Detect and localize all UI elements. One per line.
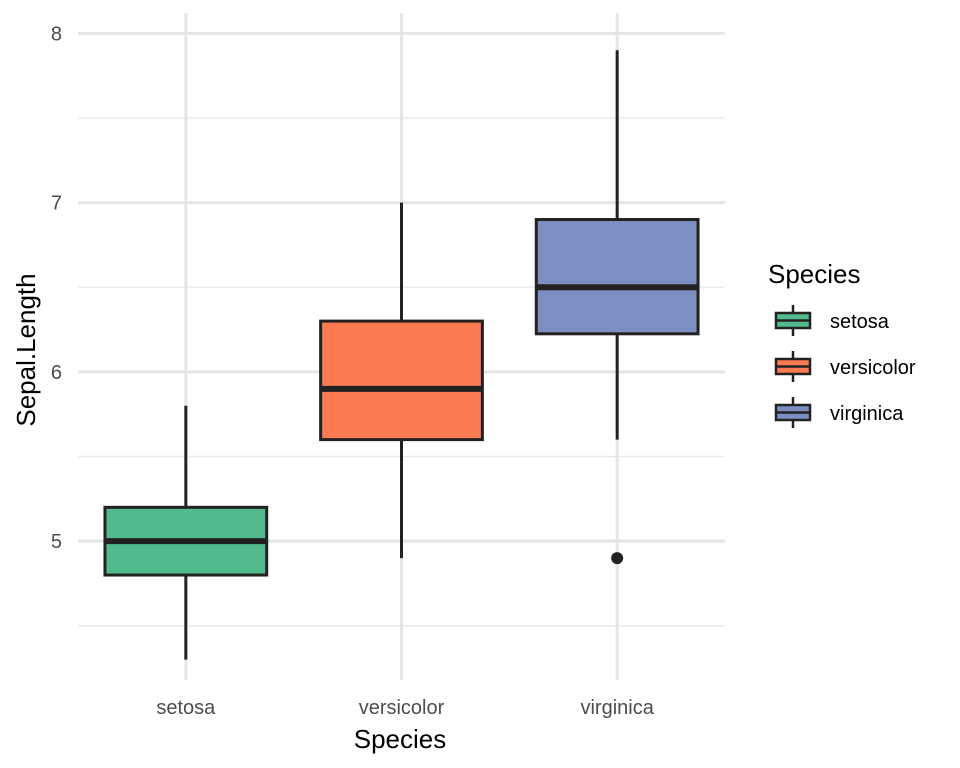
x-tick-label: versicolor (359, 697, 445, 719)
x-axis-title: Species (354, 724, 447, 754)
x-tick-label: setosa (156, 697, 216, 719)
y-tick-label: 6 (51, 362, 62, 384)
outlier-point (611, 552, 624, 565)
box-virginica (534, 50, 700, 565)
y-tick-label: 7 (51, 193, 62, 215)
boxes (103, 50, 700, 660)
box-setosa (103, 405, 269, 660)
legend-item-virginica: virginica (774, 397, 904, 428)
legend-label: setosa (830, 311, 890, 333)
legend-item-setosa: setosa (774, 305, 890, 336)
y-axis-ticks: 5 6 7 8 (51, 23, 62, 553)
legend-item-versicolor: versicolor (774, 351, 916, 382)
y-tick-label: 8 (51, 23, 62, 45)
box-body (534, 218, 700, 336)
box-body (319, 319, 484, 442)
legend-label: virginica (830, 403, 904, 425)
x-axis-ticks: setosa versicolor virginica (156, 697, 654, 719)
legend-title: Species (768, 259, 861, 289)
y-axis-title: Sepal.Length (11, 273, 41, 426)
y-tick-label: 5 (51, 531, 62, 553)
legend: Species setosa versicolor virginica (768, 259, 916, 428)
x-tick-label: virginica (580, 697, 654, 719)
legend-label: versicolor (830, 357, 916, 379)
box-versicolor (319, 202, 484, 559)
